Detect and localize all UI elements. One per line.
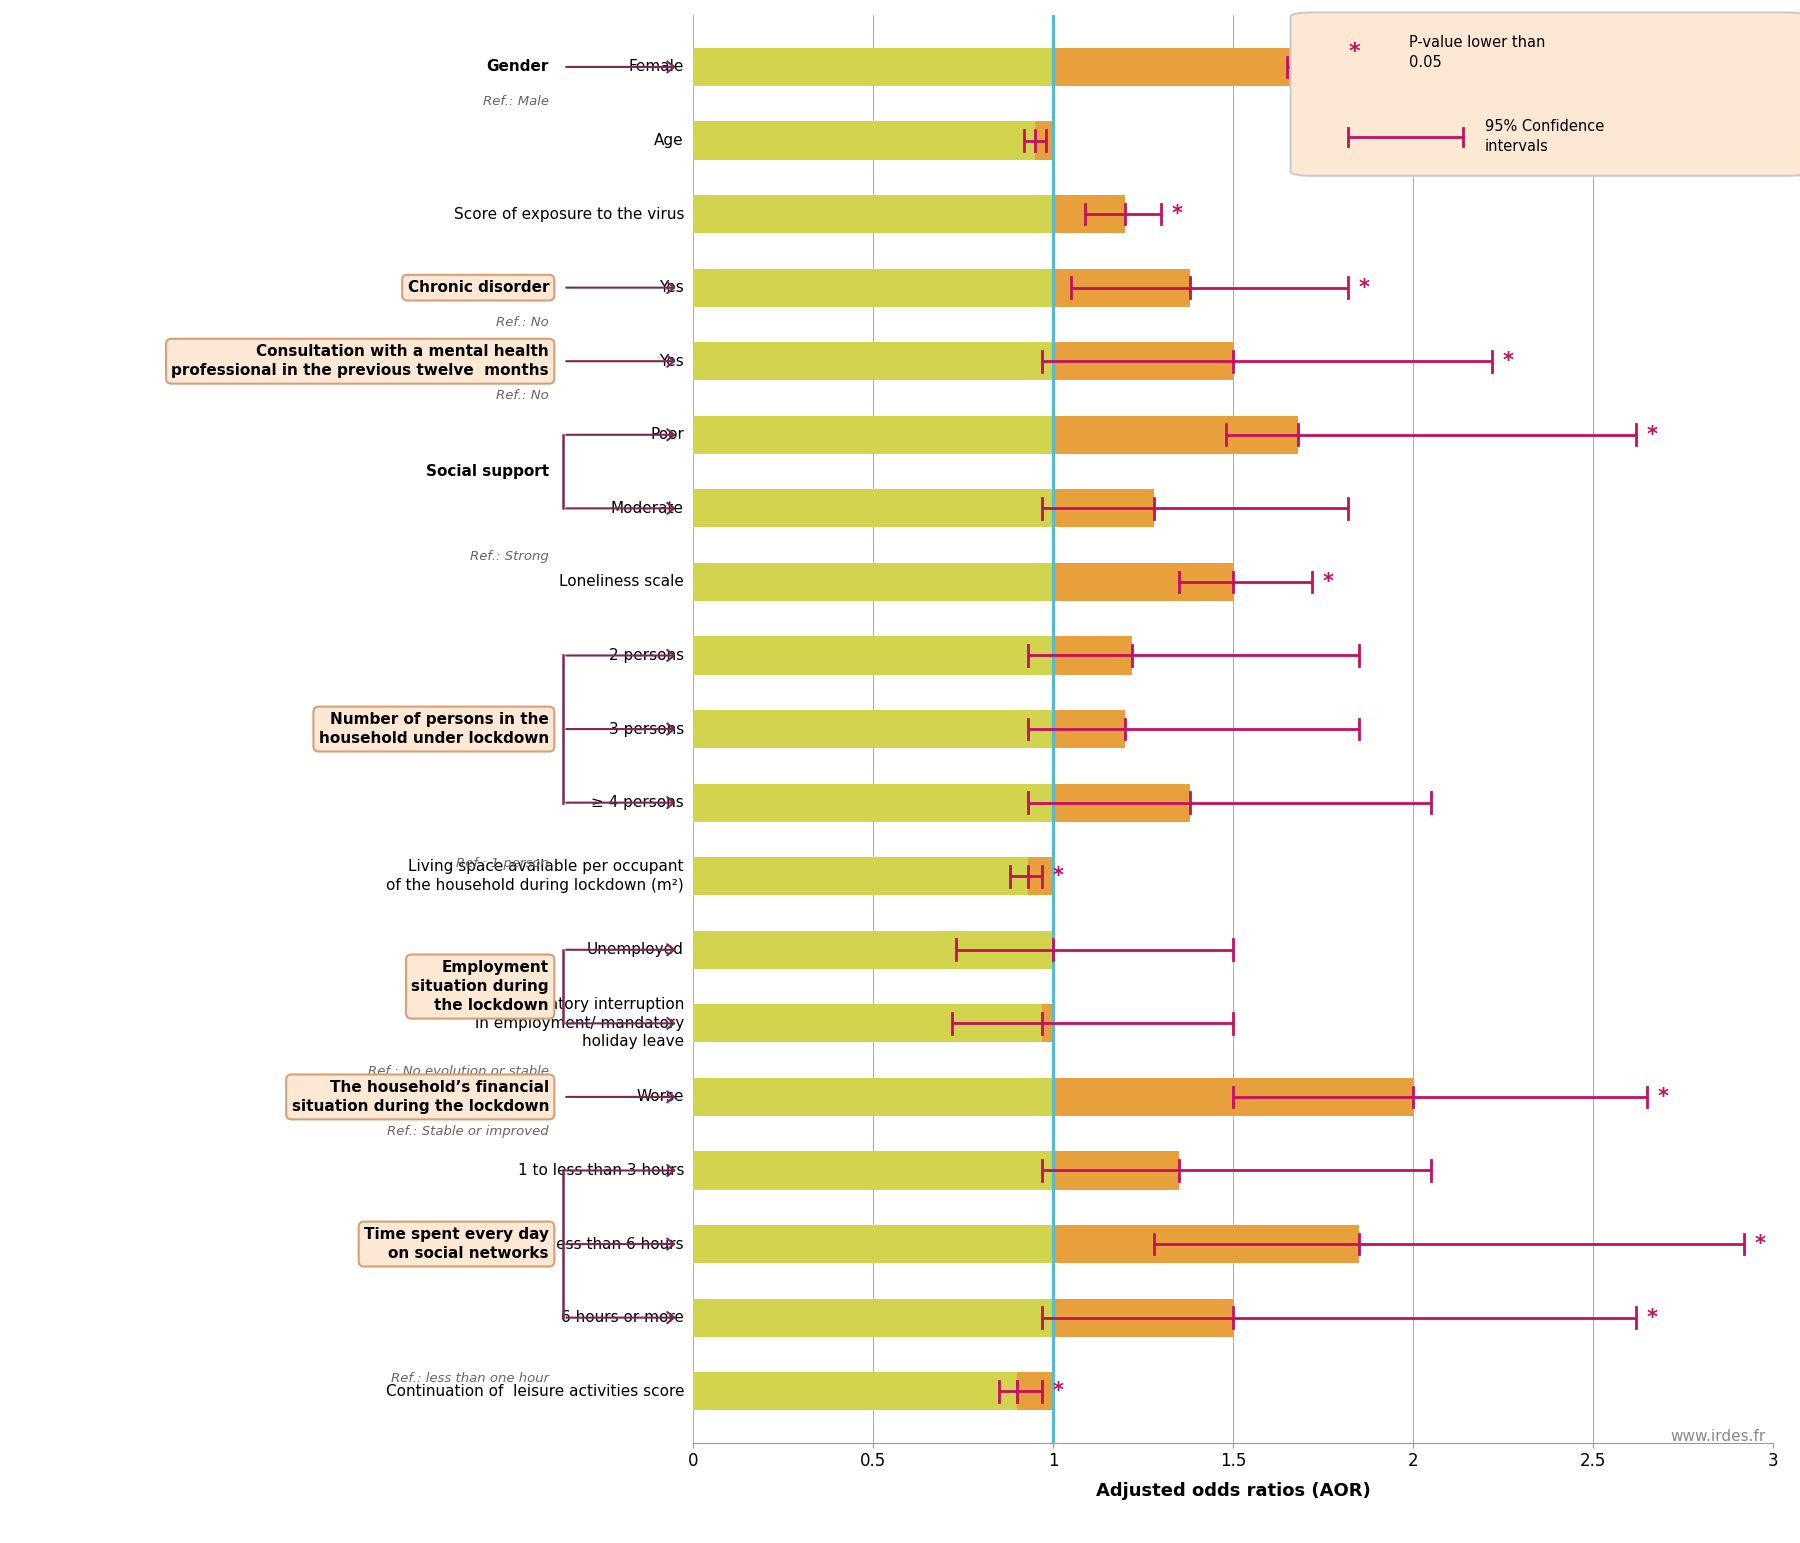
- Text: Ref.: No evolution or stable: Ref.: No evolution or stable: [367, 1065, 549, 1077]
- Text: *: *: [1323, 572, 1334, 593]
- Text: *: *: [1503, 352, 1514, 372]
- Text: Unemployed: Unemployed: [587, 943, 684, 957]
- Bar: [693, 268, 1190, 307]
- Bar: [693, 636, 1132, 674]
- Bar: [1042, 1004, 1053, 1043]
- Text: The household’s financial
situation during the lockdown: The household’s financial situation duri…: [292, 1080, 549, 1114]
- Text: 6 hours or more: 6 hours or more: [562, 1310, 684, 1325]
- Text: Ref.: Strong: Ref.: Strong: [470, 549, 549, 563]
- Text: Yes: Yes: [659, 353, 684, 369]
- Bar: [693, 563, 1233, 602]
- Text: *: *: [1755, 1234, 1766, 1254]
- Text: Score of exposure to the virus: Score of exposure to the virus: [454, 207, 684, 222]
- Text: Mandatory interruption
in employment/ mandatory
holiday leave: Mandatory interruption in employment/ ma…: [475, 997, 684, 1049]
- Text: *: *: [1647, 424, 1658, 444]
- Text: ≥ 4 persons: ≥ 4 persons: [590, 795, 684, 810]
- Bar: [693, 710, 1125, 748]
- Bar: [1053, 415, 1298, 454]
- Bar: [1053, 1079, 1413, 1116]
- Bar: [1053, 1225, 1359, 1264]
- Bar: [1053, 563, 1233, 602]
- Text: Ref.: Stable or improved: Ref.: Stable or improved: [387, 1125, 549, 1137]
- Bar: [1053, 1151, 1179, 1190]
- Text: *: *: [1359, 278, 1370, 298]
- Bar: [693, 1299, 1233, 1336]
- Text: Time spent every day
on social networks: Time spent every day on social networks: [364, 1227, 549, 1261]
- Text: Social support: Social support: [427, 464, 549, 478]
- Text: Ref.: No: Ref.: No: [497, 316, 549, 329]
- Text: Moderate: Moderate: [610, 501, 684, 515]
- Text: *: *: [1741, 57, 1751, 77]
- Bar: [1053, 784, 1190, 822]
- Bar: [693, 1079, 1413, 1116]
- Text: Chronic disorder: Chronic disorder: [407, 281, 549, 295]
- Text: Loneliness scale: Loneliness scale: [560, 574, 684, 589]
- Bar: [1035, 122, 1053, 159]
- Text: www.irdes.fr: www.irdes.fr: [1670, 1429, 1766, 1444]
- Text: 3 persons: 3 persons: [608, 722, 684, 736]
- Bar: [693, 122, 1035, 159]
- Bar: [1053, 636, 1132, 674]
- Text: *: *: [1658, 1086, 1669, 1106]
- Text: Employment
situation during
the lockdown: Employment situation during the lockdown: [412, 960, 549, 1014]
- X-axis label: Adjusted odds ratios (AOR): Adjusted odds ratios (AOR): [1096, 1481, 1370, 1500]
- Bar: [1053, 268, 1190, 307]
- Text: *: *: [1647, 1307, 1658, 1327]
- FancyBboxPatch shape: [1291, 12, 1800, 176]
- Text: Ref.: Male: Ref.: Male: [482, 94, 549, 108]
- Bar: [693, 930, 1053, 969]
- Bar: [1053, 1299, 1233, 1336]
- Bar: [1053, 489, 1154, 528]
- Text: 1 to less than 3 hours: 1 to less than 3 hours: [518, 1163, 684, 1177]
- Bar: [693, 784, 1190, 822]
- Text: *: *: [1172, 204, 1183, 224]
- Text: *: *: [1348, 42, 1359, 62]
- Bar: [693, 1372, 1017, 1410]
- Bar: [693, 194, 1125, 233]
- Text: Worse: Worse: [637, 1089, 684, 1105]
- Text: Number of persons in the
household under lockdown: Number of persons in the household under…: [319, 711, 549, 747]
- Text: Female: Female: [628, 60, 684, 74]
- Text: Consultation with a mental health
professional in the previous twelve  months: Consultation with a mental health profes…: [171, 344, 549, 378]
- Text: *: *: [1053, 1381, 1064, 1401]
- Text: Continuation of  leisure activities score: Continuation of leisure activities score: [385, 1384, 684, 1398]
- Text: 3 to less than 6 hours: 3 to less than 6 hours: [517, 1236, 684, 1251]
- Bar: [693, 856, 1028, 895]
- Bar: [1053, 194, 1125, 233]
- Text: Ref.: 1 person: Ref.: 1 person: [455, 856, 549, 870]
- Bar: [1053, 343, 1233, 380]
- Bar: [693, 1151, 1179, 1190]
- Text: Living space available per occupant
of the household during lockdown (m²): Living space available per occupant of t…: [387, 859, 684, 893]
- Text: Ref.: less than one hour: Ref.: less than one hour: [391, 1372, 549, 1386]
- Text: 2 persons: 2 persons: [608, 648, 684, 663]
- Bar: [693, 1004, 1042, 1043]
- Bar: [1053, 48, 1467, 86]
- Bar: [693, 489, 1154, 528]
- Text: P-value lower than
0.05: P-value lower than 0.05: [1409, 35, 1546, 69]
- Bar: [1028, 856, 1053, 895]
- Text: Poor: Poor: [650, 427, 684, 443]
- Bar: [693, 415, 1298, 454]
- Bar: [693, 1225, 1359, 1264]
- Text: Ref.: No: Ref.: No: [497, 389, 549, 403]
- Text: Gender: Gender: [486, 60, 549, 74]
- Text: *: *: [1053, 866, 1064, 886]
- Text: Yes: Yes: [659, 281, 684, 295]
- Bar: [693, 343, 1233, 380]
- Text: 95% Confidence
intervals: 95% Confidence intervals: [1485, 119, 1604, 154]
- Bar: [1017, 1372, 1053, 1410]
- Text: Age: Age: [655, 133, 684, 148]
- Bar: [1053, 710, 1125, 748]
- Bar: [693, 48, 1467, 86]
